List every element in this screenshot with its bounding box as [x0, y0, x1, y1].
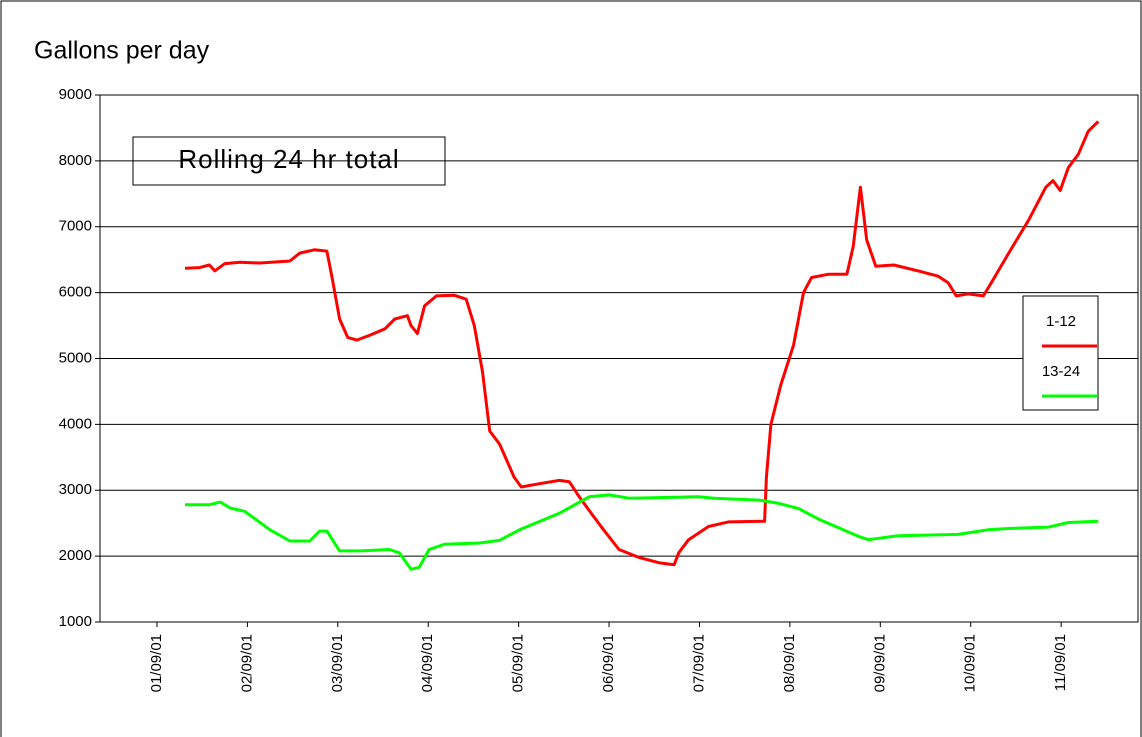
y-tick-label: 3000	[59, 481, 92, 498]
x-tick-label: 02/09/01	[238, 634, 255, 692]
y-tick-label: 5000	[59, 349, 92, 366]
data-line	[184, 120, 1100, 567]
y-tick-label: 4000	[59, 415, 92, 432]
legend-label: 13-24	[1042, 363, 1080, 380]
annotation: Rolling 24 hr total	[178, 144, 399, 174]
x-tick-label: 01/09/01	[148, 634, 165, 692]
plot-area: 1000 2000 3000 4000 5000 6000 7000 8000 9000 01/0…	[59, 86, 1139, 692]
y-tick-label: 2000	[59, 547, 92, 564]
y-tick-label: 9000	[59, 86, 92, 103]
legend	[1022, 295, 1099, 411]
x-tick-label: 05/09/01	[510, 634, 527, 692]
x-tick-label: 11/09/01	[1052, 634, 1069, 691]
y-tick-label: 8000	[59, 152, 92, 169]
x-tick-label: 08/09/01	[781, 634, 798, 692]
legend-items: 1-12 13-24	[1042, 313, 1097, 398]
x-tick-label: 06/09/01	[600, 634, 617, 692]
x-tick-label: 03/09/01	[329, 634, 346, 692]
chart-title: Gallons per day	[34, 37, 210, 65]
legend-label: 1-12	[1046, 313, 1076, 330]
y-tick-label: 1000	[59, 613, 92, 630]
x-tick-label: 09/09/01	[871, 634, 888, 692]
y-tick-label: 7000	[59, 218, 92, 235]
x-tick-label: 07/09/01	[690, 634, 707, 692]
x-tick-label: 10/09/01	[962, 634, 979, 692]
y-tick-label: 6000	[59, 284, 92, 301]
x-tick-label: 04/09/01	[419, 634, 436, 692]
data-line	[185, 493, 1099, 571]
